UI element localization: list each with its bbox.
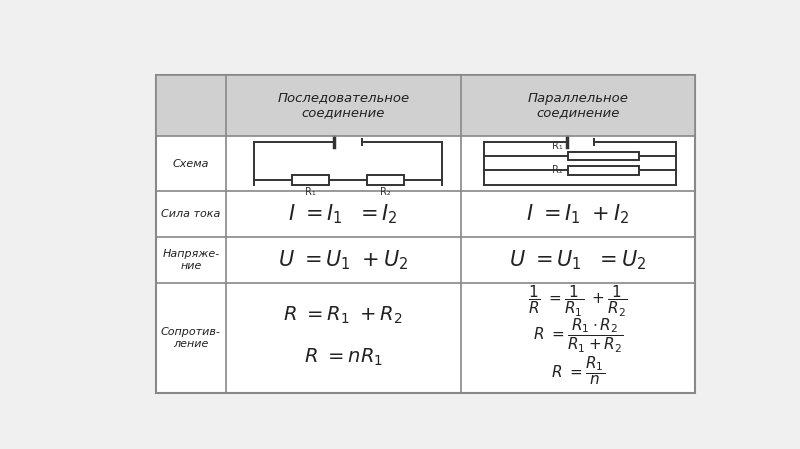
Text: $\dfrac{1}{R}\ =\dfrac{1}{R_1}\ +\dfrac{1}{R_2}$: $\dfrac{1}{R}\ =\dfrac{1}{R_1}\ +\dfrac{… (528, 284, 627, 319)
Text: R₂: R₂ (553, 165, 563, 176)
Text: R₁: R₁ (305, 187, 316, 197)
Text: $R\ =\dfrac{R_1}{n}$: $R\ =\dfrac{R_1}{n}$ (551, 355, 605, 387)
Text: Сила тока: Сила тока (161, 209, 221, 219)
Bar (156, 75, 695, 393)
Text: $R\ =\dfrac{R_1 \cdot R_2}{R_1+R_2}$: $R\ =\dfrac{R_1 \cdot R_2}{R_1+R_2}$ (533, 317, 623, 355)
Bar (568, 152, 638, 160)
Bar (292, 175, 329, 185)
Text: $I\ =I_1\ +I_2$: $I\ =I_1\ +I_2$ (526, 202, 630, 226)
Text: $U\ =U_1\ \ =U_2$: $U\ =U_1\ \ =U_2$ (510, 248, 646, 272)
Text: $R\ =nR_1$: $R\ =nR_1$ (304, 346, 382, 368)
Text: Сопротив-
ление: Сопротив- ление (161, 327, 221, 349)
Text: Напряже-
ние: Напряже- ние (162, 249, 219, 271)
Text: Параллельное
соединение: Параллельное соединение (527, 92, 628, 119)
Text: $R\ =R_1\ +R_2$: $R\ =R_1\ +R_2$ (283, 305, 403, 326)
Text: R₂: R₂ (380, 187, 391, 197)
Bar (156, 75, 695, 136)
Text: R₁: R₁ (553, 141, 563, 151)
Text: $U\ =U_1\ +U_2$: $U\ =U_1\ +U_2$ (278, 248, 409, 272)
Text: $I\ =I_1\ \ =I_2$: $I\ =I_1\ \ =I_2$ (288, 202, 398, 226)
Text: Схема: Схема (173, 159, 209, 169)
Text: Последовательное
соединение: Последовательное соединение (277, 92, 410, 119)
Bar (568, 166, 638, 175)
Bar (366, 175, 404, 185)
